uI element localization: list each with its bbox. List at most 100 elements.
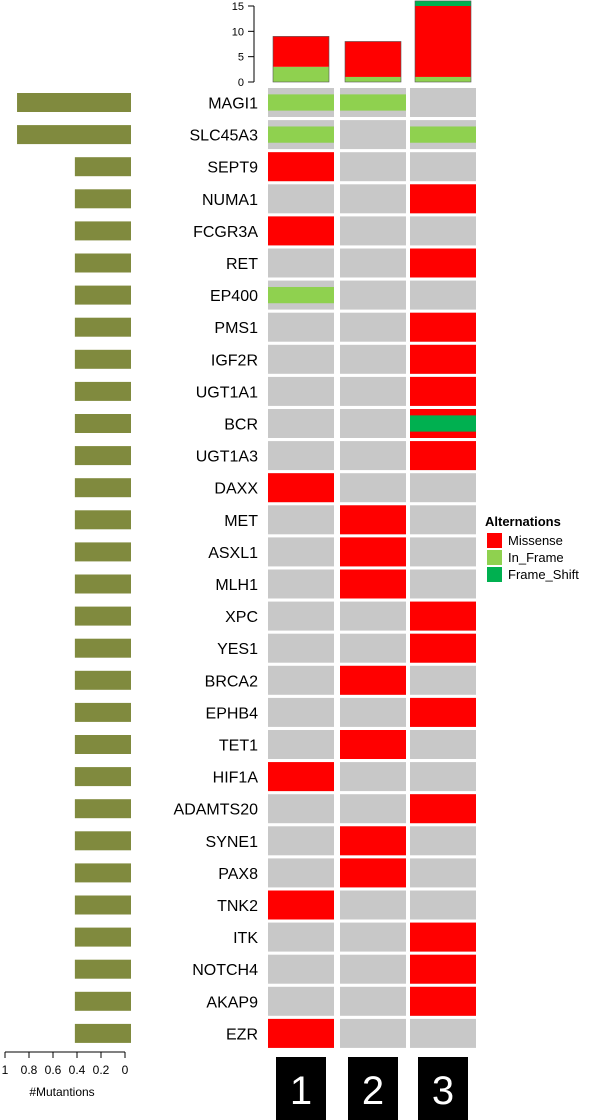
grid-cell-background bbox=[268, 344, 334, 374]
grid-cell-background bbox=[340, 762, 406, 792]
missense-cell bbox=[268, 1018, 334, 1048]
missense-cell bbox=[340, 505, 406, 535]
grid-cell-background bbox=[340, 184, 406, 214]
gene-label: EZR bbox=[226, 1026, 258, 1043]
gene-label: SLC45A3 bbox=[190, 128, 259, 145]
grid-cell-background bbox=[340, 633, 406, 663]
top-bar-in-frame-segment bbox=[415, 76, 471, 82]
top-bar-outline bbox=[414, 0, 472, 83]
grid-cell-background bbox=[340, 697, 406, 727]
top-axis-tick-label: 5 bbox=[238, 52, 244, 64]
sample-label: 2 bbox=[362, 1069, 384, 1113]
gene-label: XPC bbox=[225, 609, 258, 626]
grid-cell-background bbox=[340, 152, 406, 182]
gene-label: AKAP9 bbox=[206, 994, 258, 1011]
gene-label: NOTCH4 bbox=[192, 962, 258, 979]
grid-cell-background bbox=[340, 280, 406, 310]
gene-frequency-bar bbox=[74, 542, 131, 562]
missense-cell bbox=[410, 248, 476, 278]
mutation-grid bbox=[268, 88, 476, 1048]
grid-cell-background bbox=[268, 954, 334, 984]
grid-cell-background bbox=[340, 376, 406, 406]
top-bar-missense-segment bbox=[415, 6, 471, 77]
top-bar-missense-segment bbox=[345, 41, 401, 77]
gene-frequency-bar bbox=[17, 125, 132, 145]
grid-cell-background bbox=[340, 441, 406, 471]
grid-cell-background bbox=[268, 376, 334, 406]
gene-label: RET bbox=[226, 256, 258, 273]
legend-label: Missense bbox=[508, 533, 563, 548]
gene-frequency-bar bbox=[74, 510, 131, 530]
gene-frequency-bar bbox=[17, 93, 132, 112]
grid-cell-background bbox=[268, 697, 334, 727]
in-frame-cell bbox=[268, 286, 334, 304]
grid-cell-background bbox=[410, 216, 476, 246]
top-axis-tick-label: 10 bbox=[232, 26, 244, 38]
in-frame-cell bbox=[268, 126, 334, 143]
left-axis-label: #Mutantions bbox=[29, 1085, 94, 1099]
gene-frequency-bar bbox=[74, 702, 131, 722]
top-bar-missense-segment bbox=[273, 36, 329, 67]
sample-label-box bbox=[418, 1057, 468, 1120]
grid-cell-background bbox=[410, 826, 476, 856]
grid-cell-background bbox=[340, 120, 406, 150]
gene-frequency-bar bbox=[74, 606, 131, 626]
grid-cell-background bbox=[340, 409, 406, 438]
gene-label: UGT1A3 bbox=[196, 449, 258, 466]
sample-label: 1 bbox=[290, 1069, 312, 1113]
missense-cell bbox=[410, 986, 476, 1016]
missense-cell bbox=[340, 730, 406, 759]
gene-label: BCR bbox=[224, 417, 258, 434]
gene-label: PAX8 bbox=[218, 866, 258, 883]
gene-label: SEPT9 bbox=[207, 160, 258, 177]
gene-label: EPHB4 bbox=[206, 705, 259, 722]
grid-cell-background bbox=[340, 473, 406, 503]
grid-cell-background bbox=[268, 409, 334, 438]
sample-label-box bbox=[348, 1057, 398, 1120]
gene-labels: MAGI1 SLC45A3 SEPT9 NUMA1 FCGR3A RET EP400 PMS1… bbox=[174, 96, 259, 1044]
grid-cell-background bbox=[268, 826, 334, 856]
legend-title: Alternations bbox=[485, 514, 561, 529]
grid-cell-background bbox=[410, 1018, 476, 1048]
missense-cell bbox=[410, 601, 476, 631]
grid-cell-background bbox=[410, 473, 476, 503]
gene-frequency-bar bbox=[74, 574, 131, 594]
grid-cell-background bbox=[268, 730, 334, 759]
legend-swatch bbox=[487, 567, 502, 582]
legend-label: In_Frame bbox=[508, 550, 564, 565]
missense-cell bbox=[410, 697, 476, 727]
missense-cell bbox=[410, 922, 476, 952]
top-bar-frame-shift-segment bbox=[415, 0, 471, 6]
gene-label: UGT1A1 bbox=[196, 384, 258, 401]
left-axis-tick-label: 0.4 bbox=[69, 1063, 86, 1077]
missense-cell bbox=[410, 633, 476, 663]
grid-cell-background bbox=[268, 505, 334, 535]
legend-swatch bbox=[487, 550, 502, 565]
missense-cell bbox=[340, 569, 406, 599]
gene-frequency-bar bbox=[74, 317, 131, 337]
missense-cell bbox=[340, 826, 406, 856]
grid-cell-background bbox=[410, 505, 476, 535]
missense-cell bbox=[340, 665, 406, 695]
grid-cell-background bbox=[410, 762, 476, 792]
gene-label: BRCA2 bbox=[205, 673, 258, 690]
grid-cell-background bbox=[410, 537, 476, 567]
grid-cell-background bbox=[268, 537, 334, 567]
grid-cell-background bbox=[268, 986, 334, 1016]
left-axis-tick-label: 1 bbox=[2, 1063, 9, 1077]
gene-frequency-bar bbox=[74, 446, 131, 466]
missense-cell bbox=[268, 473, 334, 503]
grid-cell-background bbox=[340, 954, 406, 984]
grid-cell-background bbox=[340, 986, 406, 1016]
left-axis-tick-label: 0.6 bbox=[45, 1063, 62, 1077]
grid-cell-background bbox=[340, 344, 406, 374]
gene-label: NUMA1 bbox=[202, 192, 258, 209]
top-axis-tick-label: 0 bbox=[238, 77, 244, 89]
top-bar-outline bbox=[272, 36, 330, 83]
missense-cell bbox=[410, 794, 476, 824]
grid-cell-background bbox=[410, 858, 476, 888]
missense-cell bbox=[268, 216, 334, 246]
grid-cell-background bbox=[340, 922, 406, 952]
top-bar-in-frame-segment bbox=[273, 66, 329, 82]
